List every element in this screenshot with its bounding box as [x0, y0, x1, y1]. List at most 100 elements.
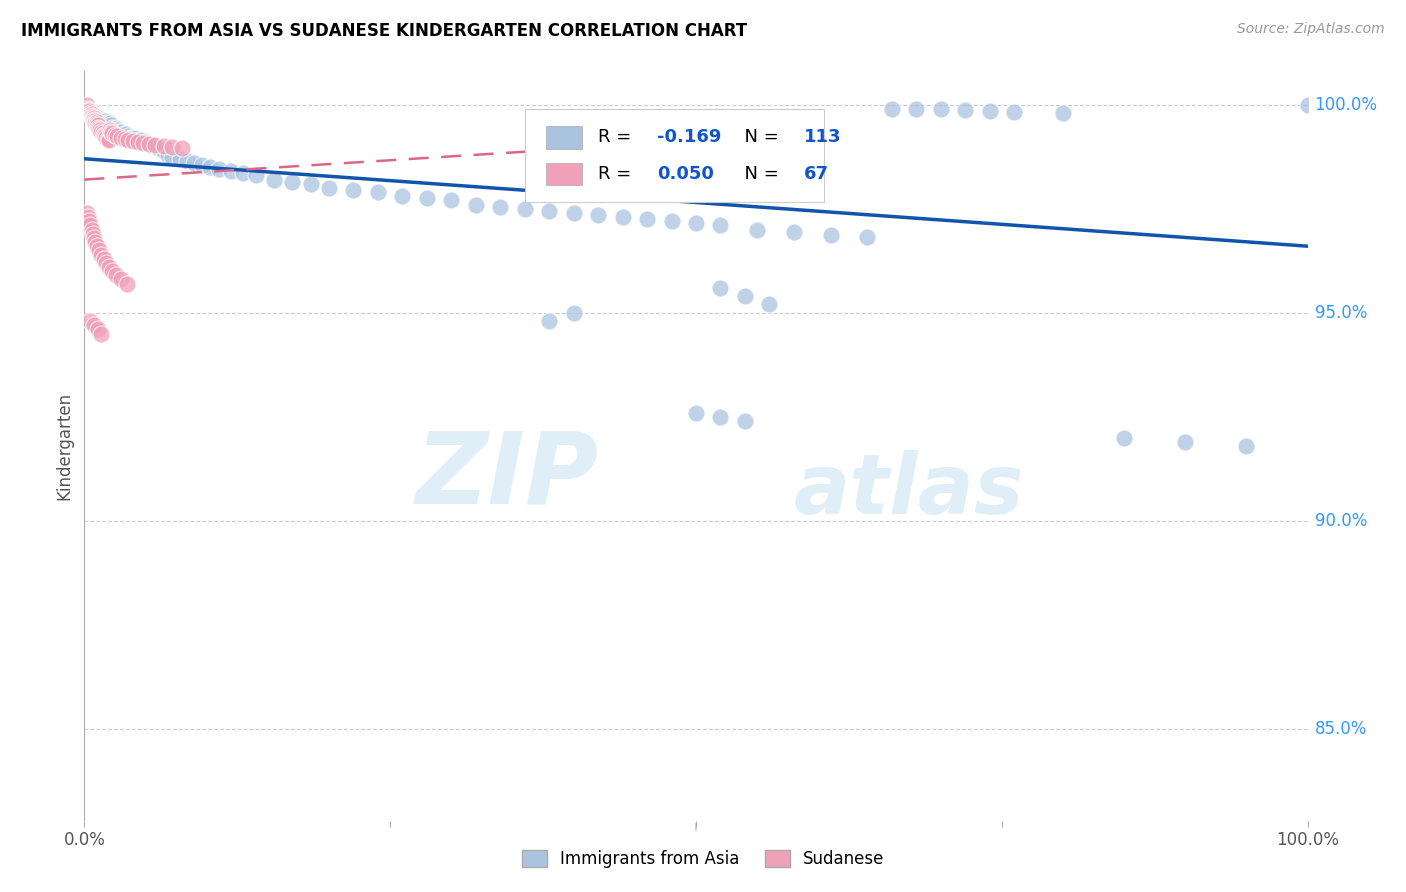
Point [127, 135, 149, 149]
Point [97, 132, 120, 146]
Point [176, 153, 198, 168]
Point [586, 208, 609, 222]
Point [82, 110, 104, 124]
Point [747, 222, 769, 236]
Point [129, 133, 152, 147]
Point [77, 106, 100, 120]
Point [232, 166, 254, 180]
Point [440, 194, 463, 208]
Point [86, 239, 108, 253]
Point [90, 247, 112, 261]
Point [636, 212, 658, 227]
Point [89, 116, 111, 130]
Bar [546, 162, 582, 186]
Point [562, 306, 585, 320]
Point [101, 126, 124, 140]
Point [75, 100, 97, 114]
Legend: Immigrants from Asia, Sudanese: Immigrants from Asia, Sudanese [515, 843, 891, 875]
Point [953, 103, 976, 117]
Point [685, 216, 707, 230]
Point [86, 112, 108, 127]
Point [82, 112, 104, 127]
Point [86, 117, 108, 131]
Point [105, 120, 128, 135]
Point [87, 114, 110, 128]
Point [80, 109, 103, 123]
Point [80, 222, 103, 236]
Point [87, 120, 110, 135]
Point [98, 116, 121, 130]
Point [101, 120, 124, 135]
Point [98, 123, 121, 137]
Text: R =: R = [598, 165, 637, 183]
Point [105, 268, 128, 283]
Point [114, 132, 136, 146]
Point [100, 119, 122, 133]
Point [94, 114, 117, 128]
Point [96, 256, 118, 270]
Point [80, 106, 103, 120]
Point [77, 210, 100, 224]
Point [103, 122, 125, 136]
Point [76, 102, 98, 116]
Point [84, 108, 107, 122]
Point [135, 135, 157, 149]
Point [110, 272, 132, 286]
Point [79, 219, 101, 233]
Point [83, 110, 105, 124]
Point [94, 128, 117, 143]
Point [76, 206, 98, 220]
Point [299, 177, 322, 191]
Point [856, 230, 879, 244]
Point [820, 227, 842, 242]
Point [115, 127, 138, 141]
Point [127, 133, 149, 147]
Point [200, 160, 222, 174]
Point [125, 131, 148, 145]
Point [79, 108, 101, 122]
Point [80, 103, 103, 118]
Point [169, 152, 191, 166]
Point [79, 106, 101, 120]
Point [464, 197, 486, 211]
Text: 95.0%: 95.0% [1315, 304, 1367, 322]
Text: R =: R = [598, 128, 637, 146]
Point [91, 119, 114, 133]
Point [219, 164, 242, 178]
Point [758, 297, 780, 311]
Point [87, 114, 110, 128]
Point [83, 318, 105, 333]
Point [120, 131, 142, 145]
Point [77, 214, 100, 228]
Point [391, 189, 413, 203]
Point [115, 277, 138, 291]
Text: 67: 67 [804, 165, 828, 183]
Point [97, 119, 120, 133]
Text: 100.0%: 100.0% [1315, 95, 1378, 113]
Point [77, 104, 100, 119]
Point [90, 326, 112, 341]
Text: Source: ZipAtlas.com: Source: ZipAtlas.com [1237, 22, 1385, 37]
Point [89, 112, 111, 127]
Point [83, 231, 105, 245]
FancyBboxPatch shape [524, 109, 824, 202]
Point [87, 110, 110, 124]
Point [661, 214, 683, 228]
Point [117, 128, 139, 143]
Point [82, 108, 104, 122]
Point [979, 103, 1001, 118]
Point [734, 289, 756, 303]
Point [342, 183, 364, 197]
Point [101, 264, 124, 278]
Point [489, 200, 512, 214]
Point [87, 322, 110, 336]
Point [245, 169, 267, 183]
Point [172, 141, 194, 155]
Point [143, 138, 166, 153]
Point [709, 219, 731, 233]
Point [77, 103, 100, 118]
Y-axis label: Kindergarten: Kindergarten [55, 392, 73, 500]
Point [91, 114, 114, 128]
Point [281, 175, 304, 189]
Point [1296, 97, 1319, 112]
